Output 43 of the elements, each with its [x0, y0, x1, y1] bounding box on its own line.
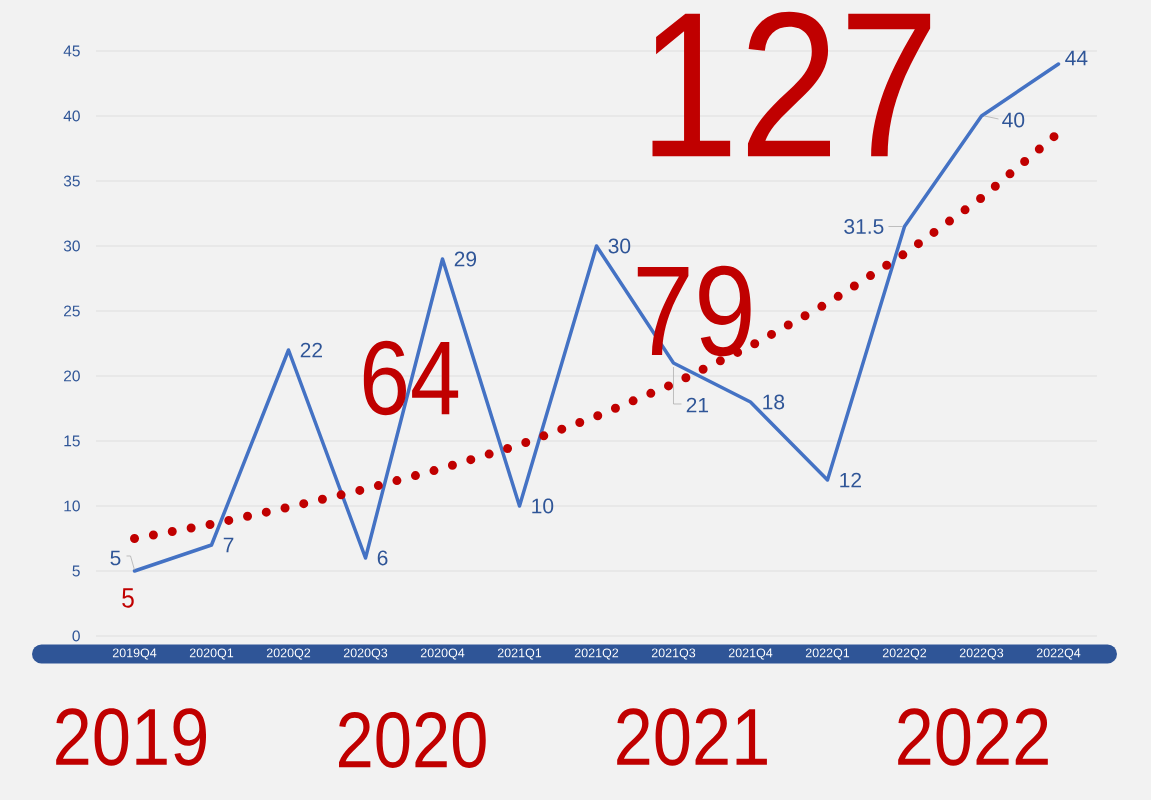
x-tick-label: 2019Q4	[112, 648, 157, 660]
text: 2020	[339, 712, 486, 768]
x-tick-label: 2021Q3	[651, 648, 696, 660]
y-tick-label: 40	[63, 110, 80, 122]
data-label: 6	[377, 550, 388, 566]
text: 2019	[56, 708, 207, 766]
data-label: 29	[454, 251, 477, 267]
y-tick-label: 25	[64, 305, 80, 317]
data-label: 7	[223, 537, 234, 553]
annotation: 5	[122, 588, 134, 608]
x-tick-label: 2020Q1	[189, 648, 234, 660]
x-tick-label: 2020Q3	[343, 648, 388, 660]
x-tick-label: 2021Q4	[728, 648, 773, 660]
y-tick-label: 20	[64, 370, 80, 382]
data-label: 5	[110, 550, 121, 566]
y-tick-label: 35	[63, 175, 80, 187]
x-tick-label: 2020Q4	[420, 648, 465, 660]
x-tick-label: 2022Q2	[882, 648, 927, 660]
data-label: 22	[300, 342, 322, 358]
data-label: 30	[608, 238, 631, 254]
x-tick-label: 2021Q2	[574, 648, 619, 660]
y-tick-label: 30	[63, 240, 80, 252]
data-label: 31.5	[844, 219, 884, 234]
y-tick-label: 5	[72, 565, 80, 577]
x-tick-label: 2022Q1	[805, 648, 850, 660]
data-label: 10	[532, 498, 554, 514]
data-label: 12	[840, 472, 861, 488]
x-tick-label: 2022Q4	[1036, 648, 1081, 660]
y-tick-label: 15	[64, 435, 80, 447]
x-tick-label: 2021Q1	[497, 648, 542, 660]
data-label: 44	[1065, 50, 1088, 66]
annotation: 127	[652, 11, 931, 157]
data-label: 21	[686, 397, 709, 413]
y-tick-label: 45	[63, 45, 80, 57]
y-tick-label: 0	[72, 630, 80, 642]
x-tick-label: 2020Q2	[266, 648, 311, 660]
x-tick-label: 2022Q3	[959, 648, 1004, 660]
annotation: 79	[637, 265, 751, 357]
text: 2021	[617, 708, 767, 766]
data-label: 18	[763, 394, 785, 410]
data-label: 40	[1002, 112, 1025, 128]
text: 2022	[898, 708, 1048, 766]
y-tick-label: 10	[64, 500, 80, 512]
